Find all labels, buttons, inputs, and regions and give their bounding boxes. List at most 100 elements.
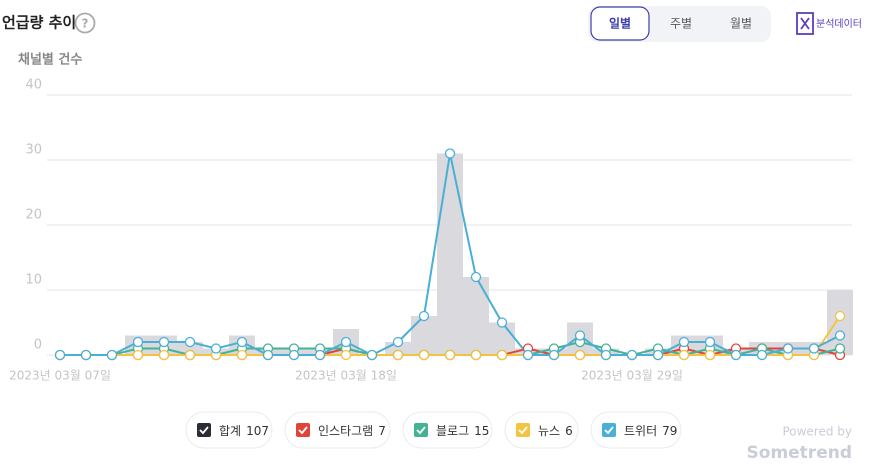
- tab[interactable]: 주별: [670, 17, 692, 31]
- point: [756, 349, 768, 361]
- legend-check: [516, 423, 530, 437]
- y-tick-label: 0: [34, 338, 42, 353]
- bar: [463, 277, 489, 355]
- point: [314, 349, 326, 361]
- point: [652, 349, 664, 361]
- point: [522, 349, 534, 361]
- point: [418, 349, 430, 361]
- point: [210, 343, 222, 354]
- bar: [489, 322, 515, 355]
- point: [392, 349, 404, 361]
- point: [366, 349, 378, 361]
- legend-pill: [590, 411, 682, 449]
- legend-check-mark: [416, 426, 426, 435]
- legend-name: 뉴스: [538, 424, 560, 438]
- point: [834, 310, 846, 322]
- legend-name: 트위터: [624, 424, 657, 438]
- legend-count: 79: [662, 424, 677, 438]
- point: [782, 343, 794, 354]
- legend-check: [197, 423, 211, 437]
- legend-pill: [284, 411, 391, 449]
- point: [626, 349, 638, 361]
- tab[interactable]: 월별: [730, 17, 752, 31]
- legend-pill: [402, 411, 493, 449]
- legend-check-mark: [298, 426, 308, 435]
- point: [574, 330, 586, 341]
- legend-pill: [185, 411, 273, 449]
- point: [54, 349, 66, 361]
- point: [834, 330, 846, 341]
- legend-item[interactable]: 합계 107: [185, 411, 273, 449]
- point: [418, 310, 430, 322]
- point: [236, 349, 248, 361]
- point: [704, 349, 716, 361]
- point: [184, 336, 196, 348]
- x-tick-label: 2023년 03월 18일: [295, 369, 397, 383]
- point: [236, 336, 248, 348]
- point: [470, 349, 482, 361]
- subtitle: 채널별 건수: [18, 52, 82, 68]
- point: [106, 349, 118, 361]
- x-tick-label: 2023년 03월 07일: [9, 369, 111, 383]
- legend-check: [296, 423, 310, 437]
- legend-name: 인스타그램: [318, 424, 373, 438]
- point: [158, 349, 170, 361]
- legend-item[interactable]: 뉴스 6: [504, 411, 579, 449]
- legend-count: 6: [565, 424, 573, 438]
- point: [730, 349, 742, 361]
- point: [548, 349, 560, 361]
- export-icon[interactable]: [796, 12, 814, 35]
- export[interactable]: 분석데이터: [816, 18, 862, 30]
- y-tick-label: 30: [25, 143, 42, 158]
- y-tick-label: 40: [25, 78, 42, 93]
- legend-item[interactable]: 트위터 79: [590, 411, 682, 449]
- legend-count: 15: [474, 424, 489, 438]
- point: [470, 271, 482, 283]
- point: [704, 336, 716, 348]
- point: [678, 336, 690, 348]
- legend-label: 트위터 79: [624, 424, 677, 438]
- tab[interactable]: 일별: [609, 16, 631, 31]
- point: [158, 336, 170, 348]
- legend-check-mark: [518, 426, 528, 435]
- point: [340, 349, 352, 361]
- legend-label: 블로그 15: [436, 424, 489, 438]
- y-tick-label: 20: [25, 208, 42, 223]
- legend-check-mark: [604, 426, 614, 435]
- point: [600, 349, 612, 361]
- legend-name: 블로그: [436, 424, 469, 438]
- point: [496, 349, 508, 361]
- point: [444, 148, 456, 159]
- point: [262, 349, 274, 361]
- legend-label: 합계 107: [219, 424, 269, 438]
- legend-check: [414, 423, 428, 437]
- point: [444, 349, 456, 361]
- legend-item[interactable]: 블로그 15: [402, 411, 493, 449]
- y-tick-label: 10: [25, 273, 42, 288]
- title: 언급량 추이: [2, 14, 76, 32]
- bar: [411, 316, 437, 355]
- point: [808, 343, 820, 354]
- legend-check: [602, 423, 616, 437]
- legend-item[interactable]: 인스타그램 7: [284, 411, 391, 449]
- legend-pill: [504, 411, 579, 449]
- point: [132, 349, 144, 361]
- point: [496, 317, 508, 328]
- tab-active[interactable]: [590, 6, 650, 41]
- point: [132, 336, 144, 348]
- bar: [437, 153, 463, 355]
- point: [80, 349, 92, 361]
- point: [834, 343, 846, 354]
- help-mark: ?: [82, 17, 89, 31]
- legend-count: 7: [378, 424, 386, 438]
- legend-count: 107: [246, 424, 269, 438]
- legend-check-mark: [199, 426, 209, 435]
- powered: Powered by: [782, 425, 852, 439]
- legend-name: 합계: [219, 424, 241, 438]
- point: [678, 349, 690, 361]
- export-icon-x: [800, 17, 810, 30]
- legend-label: 뉴스 6: [538, 424, 573, 438]
- point: [288, 349, 300, 361]
- help-icon[interactable]: [74, 12, 96, 34]
